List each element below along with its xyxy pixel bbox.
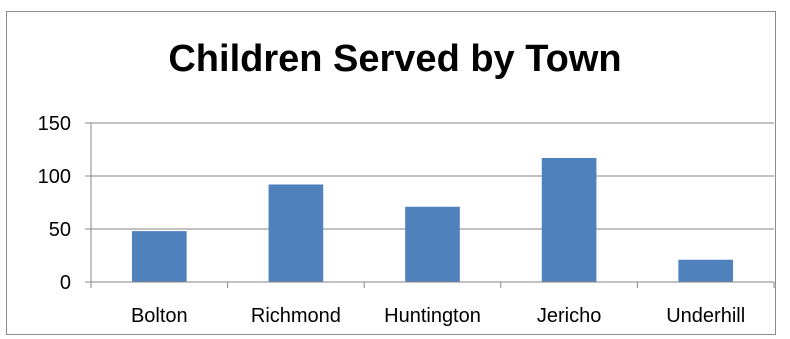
bar-huntington — [405, 206, 460, 282]
bar-jericho — [541, 157, 597, 282]
chart-title: Children Served by Town — [168, 38, 622, 80]
y-tick-label-150: 150 — [38, 113, 71, 135]
bar-bolton — [131, 231, 187, 282]
y-tick-label-0: 0 — [60, 272, 71, 294]
axes — [85, 123, 775, 288]
x-tick-label-bolton: Bolton — [131, 305, 188, 327]
x-tick-label-jericho: Jericho — [537, 305, 601, 327]
bars — [131, 157, 734, 282]
x-tick-label-huntington: Huntington — [384, 305, 481, 327]
x-tick-label-richmond: Richmond — [251, 305, 341, 327]
bar-underhill — [678, 259, 734, 282]
y-tick-label-50: 50 — [49, 219, 71, 241]
x-tick-label-underhill: Underhill — [666, 305, 745, 327]
bar-richmond — [268, 184, 324, 282]
y-tick-label-100: 100 — [38, 166, 71, 188]
labels: 0 50 100 150 Bolton Richmond Huntington Jericho… — [38, 113, 746, 327]
